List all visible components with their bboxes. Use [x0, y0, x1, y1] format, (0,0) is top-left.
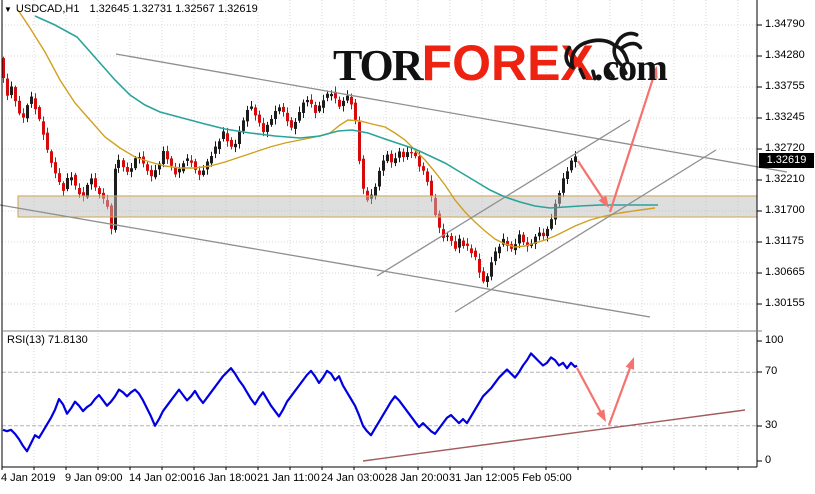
price-axis-label: 1.34280: [765, 49, 805, 61]
ascending-channel-upper: [376, 119, 631, 277]
bull-logo-icon: [564, 31, 643, 81]
price-axis-label: 1.33245: [765, 111, 805, 123]
ohlc-values: 1.32645 1.32731 1.32567 1.32619: [89, 3, 258, 15]
trendlines: [0, 53, 788, 318]
symbol-marker-icon: ▼: [4, 5, 12, 14]
rsi-indicator-label: RSI(13) 71.8130: [7, 334, 88, 346]
time-axis-label: 21 Jan 11:00: [257, 472, 320, 484]
torforex-watermark: TORFOREX.com: [333, 34, 668, 92]
logo-dotcom: .com: [593, 47, 668, 89]
forecast-up-arrow: [608, 72, 656, 213]
time-axis-label: 5 Feb 05:00: [513, 472, 572, 484]
logo-forex: FOREX: [421, 35, 594, 91]
time-axis-label: 24 Jan 03:00: [321, 472, 385, 484]
rsi-line: [2, 352, 578, 453]
price-axis-label: 1.30155: [765, 297, 805, 309]
rsi-axis-label: 30: [765, 419, 778, 431]
ma-fast-gold: [17, 9, 656, 248]
descending-channel-upper: [115, 53, 788, 173]
price-axis-label: 1.33755: [765, 80, 805, 92]
rsi-down-arrow: [576, 367, 604, 417]
price-axis-label: 1.30665: [765, 266, 805, 278]
price-axis-label: 1.31175: [765, 235, 804, 247]
time-axis-label: 9 Jan 09:00: [65, 472, 123, 484]
time-axis-label: 31 Jan 12:00: [449, 472, 513, 484]
rsi-support-trendline: [362, 409, 746, 462]
ma-slow-teal: [34, 15, 658, 209]
current-price-tag: 1.32619: [759, 153, 814, 168]
rsi-axis-label: 70: [765, 365, 778, 377]
symbol-header: ▼ USDCAD,H1 1.32645 1.32731 1.32567 1.3261…: [4, 3, 258, 15]
symbol-timeframe: USDCAD,H1: [15, 3, 80, 15]
rsi-axis-label: 100: [765, 334, 784, 346]
axes-borders: [1, 0, 762, 470]
time-axis-label: 14 Jan 02:00: [129, 472, 193, 484]
rsi-up-arrow: [607, 363, 633, 426]
rsi-axis-label: 0: [765, 454, 772, 466]
logo-tor: TOR: [333, 41, 424, 90]
price-axis-label: 1.32210: [765, 173, 805, 185]
grid-lines: [1, 0, 757, 466]
forecast-down-arrow: [577, 160, 607, 203]
price-axis-label: 1.34790: [765, 18, 805, 30]
forecast-arrows: [577, 66, 658, 213]
support-zone: [17, 195, 758, 218]
price-axis-label: 1.32720: [765, 142, 805, 154]
time-axis-label: 4 Jan 2019: [1, 472, 56, 484]
price-axis-label: 1.31700: [765, 204, 805, 216]
ascending-channel-lower: [454, 149, 717, 313]
time-axis-label: 28 Jan 20:00: [385, 472, 449, 484]
descending-channel-lower: [0, 204, 651, 318]
moving-averages: [17, 9, 658, 248]
rsi-series: [2, 352, 746, 462]
time-axis-label: 16 Jan 18:00: [193, 472, 257, 484]
